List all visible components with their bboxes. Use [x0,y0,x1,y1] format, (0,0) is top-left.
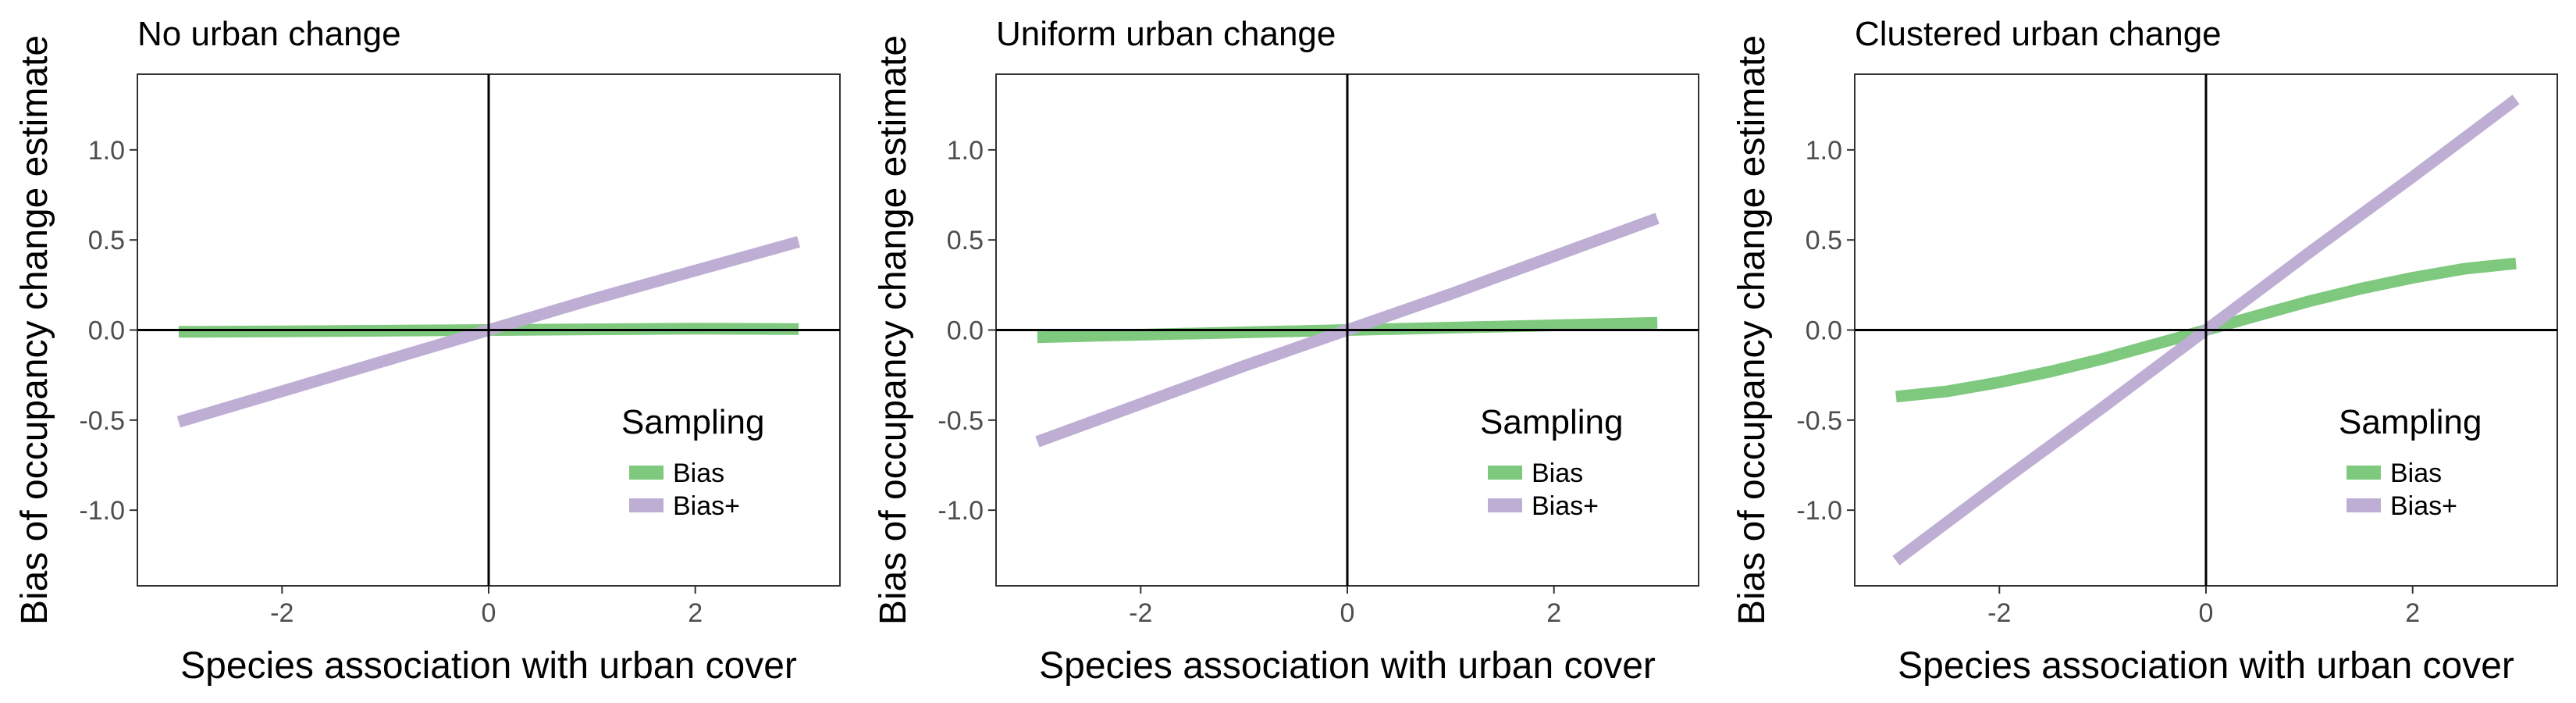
x-tick-label: 0 [1340,598,1355,628]
y-tick-label: -0.5 [938,406,984,436]
legend-key-bias-plus [1488,498,1522,512]
y-tick-label: 0.0 [947,316,984,346]
legend-label: Bias+ [1532,491,1599,521]
legend-key-bias-plus [2347,498,2381,512]
y-tick-label: 0.0 [1806,316,1842,346]
legend-label: Bias [673,459,724,488]
panel-title: Clustered urban change [1855,15,2222,53]
legend: Sampling Bias Bias+ [2339,403,2482,521]
y-tick-label: 0.5 [1806,226,1842,255]
y-tick-label: 0.5 [947,226,984,255]
y-tick-label: -1.0 [1796,496,1842,526]
panel-title: No urban change [137,15,401,53]
legend-title: Sampling [621,403,764,441]
legend: Sampling Bias Bias+ [621,403,764,521]
y-tick-label: 0.5 [88,226,125,255]
legend: Sampling Bias Bias+ [1480,403,1623,521]
y-axis-title: Bias of occupancy change estimate [1731,35,1773,625]
legend-key-bias [1488,466,1522,480]
y-tick-label: 1.0 [1806,136,1842,166]
legend-label: Bias [1532,459,1583,488]
legend-label: Bias+ [2390,491,2457,521]
legend-title: Sampling [2339,403,2482,441]
legend-key-bias [629,466,664,480]
x-tick-label: 0 [2199,598,2214,628]
y-tick-label: 1.0 [88,136,125,166]
y-tick-label: -1.0 [938,496,984,526]
x-axis-title: Species association with urban cover [180,645,797,687]
chart-panel-2: Uniform urban change -2 0 2 -1.0 -0.5 0.0 0.5 1.… [873,15,1699,687]
legend-key-bias [2347,466,2381,480]
legend-key-bias-plus [629,498,664,512]
chart-panel-3: Clustered urban change -2 0 2 -1.0 -0.5 0.0 0.5… [1731,15,2558,687]
x-tick-label: 2 [2405,598,2420,628]
x-axis-title: Species association with urban cover [1898,645,2514,687]
legend-title: Sampling [1480,403,1623,441]
y-axis-title: Bias of occupancy change estimate [14,35,55,625]
y-tick-label: 1.0 [947,136,984,166]
x-tick-label: 0 [482,598,496,628]
x-tick-label: 2 [1546,598,1561,628]
x-tick-label: 2 [688,598,703,628]
x-tick-label: -2 [270,598,294,628]
x-tick-label: -2 [1987,598,2011,628]
panel-title: Uniform urban change [996,15,1336,53]
chart-panel-1: No urban change -2 0 2 -1.0 -0.5 0.0 0.5 1.0 Spec… [14,15,841,687]
y-tick-label: -0.5 [1796,406,1842,436]
legend-label: Bias+ [673,491,740,521]
x-axis-title: Species association with urban cover [1039,645,1656,687]
x-tick-label: -2 [1129,598,1152,628]
y-tick-label: -1.0 [79,496,125,526]
y-tick-label: 0.0 [88,316,125,346]
legend-label: Bias [2390,459,2442,488]
y-axis-title: Bias of occupancy change estimate [873,35,914,625]
y-tick-label: -0.5 [79,406,125,436]
